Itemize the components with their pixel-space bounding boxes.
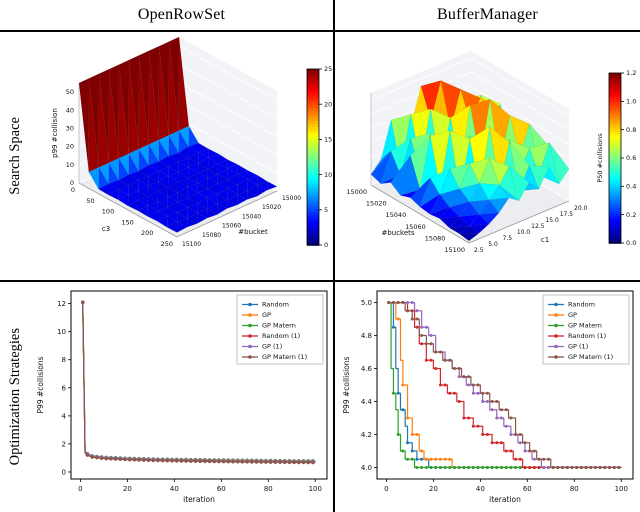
corner-spacer: [0, 0, 30, 32]
cell-optimization-buffermanager: [335, 282, 640, 512]
row-label-search-space: Search Space: [0, 32, 30, 282]
row-label-optimization-strategies: Optimization Strategies: [6, 328, 23, 466]
column-header-buffermanager: BufferManager: [335, 0, 640, 32]
column-header-openrowset: OpenRowSet: [30, 0, 335, 32]
openrowset-search-space-plot: [30, 33, 333, 279]
openrowset-optimization-plot: [30, 285, 333, 509]
column-header-buffermanager-label: BufferManager: [437, 6, 538, 23]
buffermanager-optimization-plot: [336, 285, 639, 509]
buffermanager-search-space-plot: [336, 33, 639, 279]
cell-search-space-buffermanager: [335, 32, 640, 282]
cell-search-space-openrowset: [30, 32, 335, 282]
column-header-openrowset-label: OpenRowSet: [137, 6, 226, 23]
cell-optimization-openrowset: [30, 282, 335, 512]
